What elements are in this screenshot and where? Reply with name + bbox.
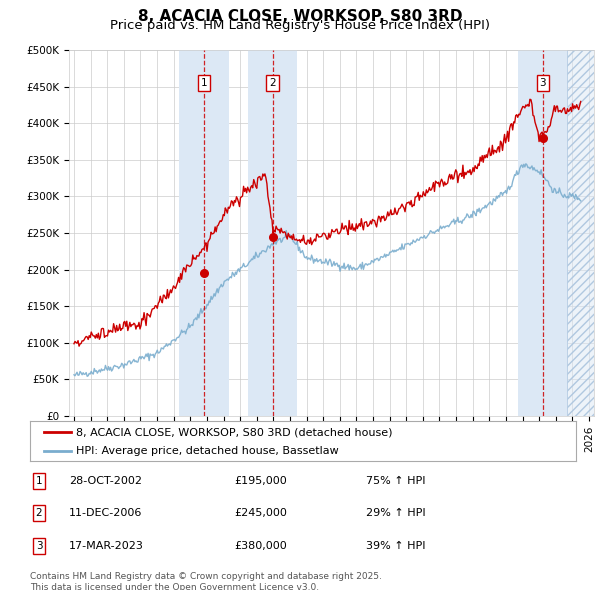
Text: Contains HM Land Registry data © Crown copyright and database right 2025.
This d: Contains HM Land Registry data © Crown c… [30, 572, 382, 590]
Bar [568, 50, 594, 416]
Bar [518, 50, 568, 416]
Text: 28-OCT-2002: 28-OCT-2002 [69, 476, 142, 486]
Text: 17-MAR-2023: 17-MAR-2023 [69, 541, 144, 550]
Text: 2: 2 [269, 78, 276, 88]
Text: £380,000: £380,000 [234, 541, 287, 550]
Text: 11-DEC-2006: 11-DEC-2006 [69, 509, 142, 518]
Bar [248, 50, 298, 416]
Text: 8, ACACIA CLOSE, WORKSOP, S80 3RD (detached house): 8, ACACIA CLOSE, WORKSOP, S80 3RD (detac… [76, 427, 393, 437]
Text: £245,000: £245,000 [234, 509, 287, 518]
Text: HPI: Average price, detached house, Bassetlaw: HPI: Average price, detached house, Bass… [76, 447, 339, 456]
Text: £195,000: £195,000 [234, 476, 287, 486]
Text: 1: 1 [35, 476, 43, 486]
Bar [179, 50, 229, 416]
Text: 1: 1 [201, 78, 208, 88]
Text: 39% ↑ HPI: 39% ↑ HPI [366, 541, 425, 550]
Text: 2: 2 [35, 509, 43, 518]
Text: 3: 3 [35, 541, 43, 550]
Text: 3: 3 [539, 78, 546, 88]
Text: 75% ↑ HPI: 75% ↑ HPI [366, 476, 425, 486]
Bar [568, 50, 594, 416]
Text: 29% ↑ HPI: 29% ↑ HPI [366, 509, 425, 518]
Text: 8, ACACIA CLOSE, WORKSOP, S80 3RD: 8, ACACIA CLOSE, WORKSOP, S80 3RD [138, 9, 462, 24]
Text: Price paid vs. HM Land Registry's House Price Index (HPI): Price paid vs. HM Land Registry's House … [110, 19, 490, 32]
